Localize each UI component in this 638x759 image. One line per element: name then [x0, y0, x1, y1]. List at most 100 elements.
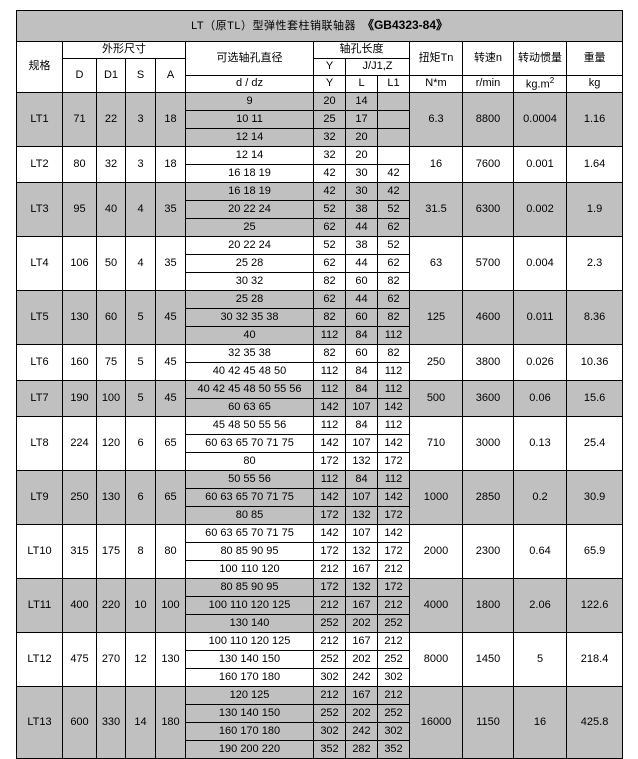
- table-header: LT（原TL）型弹性套柱销联轴器 《GB4323-84》 规格 外形尺寸 可选轴孔…: [15, 10, 624, 93]
- cell-d: 400: [62, 578, 97, 633]
- cell-bore-y: 32: [313, 146, 346, 165]
- table-row: LT4 106 50 4 35 20 22 24 52 38 52 63 5700 0.004 2.3: [16, 236, 624, 291]
- cell-torque: 710: [409, 416, 463, 471]
- cell-torque: 16000: [409, 686, 463, 759]
- cell-bore-diameter: 80 85: [185, 506, 314, 525]
- cell-s: 5: [125, 380, 156, 417]
- cell-bore-y: 25: [313, 110, 346, 129]
- cell-bore-l1: 142: [377, 524, 410, 543]
- cell-bore-y: 302: [313, 668, 346, 687]
- cell-a: 80: [155, 524, 186, 579]
- table-row: 60 63 65 142 107 142: [17, 398, 623, 417]
- cell-torque: 2000: [409, 524, 463, 579]
- cell-bore-l: 30: [345, 182, 378, 201]
- cell-model: LT6: [16, 344, 63, 381]
- cell-bore-l1: 302: [377, 668, 410, 687]
- cell-bore-l1: 252: [377, 650, 410, 669]
- cell-bore-diameter: 40: [185, 326, 314, 345]
- cell-bore-l: 14: [345, 92, 378, 111]
- cell-d1: 60: [96, 290, 126, 345]
- cell-a: 100: [155, 578, 186, 633]
- cell-torque: 500: [409, 380, 463, 417]
- cell-bore-diameter: 32 35 38: [185, 344, 314, 363]
- table-row: 100 110 120 125 212 167 212: [17, 596, 623, 615]
- cell-bore-l1: 172: [377, 578, 410, 597]
- cell-torque: 6.3: [409, 92, 463, 147]
- cell-model: LT10: [16, 524, 63, 579]
- cell-weight: 425.8: [565, 686, 624, 759]
- cell-model: LT2: [16, 146, 63, 183]
- cell-bore-y: 82: [313, 344, 346, 363]
- cell-bore-l1: [377, 128, 410, 147]
- cell-bore-l: 107: [345, 434, 378, 453]
- table-row: 100 110 120 212 167 212: [17, 560, 623, 579]
- cell-bore-y: 352: [313, 740, 346, 759]
- cell-bore-l: 84: [345, 362, 378, 381]
- cell-bore-diameter: 100 110 120: [185, 560, 314, 579]
- cell-bore-l1: 172: [377, 506, 410, 525]
- table-row: 60 63 65 70 71 75 142 107 142: [17, 488, 623, 507]
- cell-bore-y: 112: [313, 362, 346, 381]
- table-row: LT12 475 270 12 130 100 110 120 125 212 167 212 8…: [16, 632, 624, 687]
- header-bore-length-group: 轴孔长度: [313, 41, 410, 59]
- cell-bore-diameter: 100 110 120 125: [185, 596, 314, 615]
- inertia-unit-exponent: 2: [549, 75, 555, 85]
- table-row: 25 28 62 44 62: [17, 254, 623, 273]
- table-row: 80 85 90 95 172 132 172: [17, 542, 623, 561]
- header-d: D: [62, 58, 97, 93]
- cell-bore-l1: [377, 110, 410, 129]
- cell-torque: 125: [409, 290, 463, 345]
- cell-bore-l1: 172: [377, 452, 410, 471]
- cell-torque: 31.5: [409, 182, 463, 237]
- cell-bore-l: 132: [345, 578, 378, 597]
- cell-speed: 6300: [462, 182, 514, 237]
- cell-speed: 8800: [462, 92, 514, 147]
- cell-bore-diameter: 16 18 19: [185, 182, 314, 201]
- cell-bore-l: 132: [345, 506, 378, 525]
- cell-d: 600: [62, 686, 97, 759]
- cell-bore-y: 142: [313, 434, 346, 453]
- cell-bore-l1: 82: [377, 308, 410, 327]
- cell-bore-l1: 112: [377, 380, 410, 399]
- cell-inertia: 5: [513, 632, 567, 687]
- cell-bore-l1: 52: [377, 200, 410, 219]
- cell-weight: 1.9: [565, 182, 624, 237]
- cell-a: 130: [155, 632, 186, 687]
- table-body: LT1 71 22 3 18 9 20 14 6.3 8800 0.0004 1.16 10 11 25 1…: [16, 92, 624, 759]
- cell-bore-l1: 82: [377, 344, 410, 363]
- cell-model: LT3: [16, 182, 63, 237]
- cell-inertia: 0.004: [513, 236, 567, 291]
- cell-bore-l1: 252: [377, 614, 410, 633]
- cell-weight: 65.9: [565, 524, 624, 579]
- cell-a: 45: [155, 380, 186, 417]
- cell-d1: 22: [96, 92, 126, 147]
- cell-weight: 10.36: [565, 344, 624, 381]
- cell-d: 190: [62, 380, 97, 417]
- cell-inertia: 0.0004: [513, 92, 567, 147]
- cell-bore-l: 17: [345, 110, 378, 129]
- cell-speed: 1150: [462, 686, 514, 759]
- header-bore-l-unit: L: [345, 75, 378, 93]
- header-bore-y: Y: [313, 58, 346, 76]
- cell-bore-diameter: 80 85 90 95: [185, 542, 314, 561]
- cell-bore-l: 242: [345, 722, 378, 741]
- cell-s: 5: [125, 290, 156, 345]
- cell-inertia: 0.011: [513, 290, 567, 345]
- cell-bore-l: 167: [345, 560, 378, 579]
- cell-s: 3: [125, 92, 156, 147]
- cell-bore-l: 20: [345, 128, 378, 147]
- cell-speed: 7600: [462, 146, 514, 183]
- cell-bore-diameter: 120 125: [185, 686, 314, 705]
- cell-bore-l1: 112: [377, 362, 410, 381]
- cell-bore-y: 142: [313, 488, 346, 507]
- cell-a: 45: [155, 290, 186, 345]
- title-main: LT（原TL）型弹性套柱销联轴器: [191, 20, 356, 33]
- cell-bore-l1: 52: [377, 236, 410, 255]
- table-row: LT9 250 130 6 65 50 55 56 112 84 112 1000 2850 0.2 3…: [16, 470, 624, 525]
- table-row: 20 22 24 52 38 52: [17, 200, 623, 219]
- cell-s: 10: [125, 578, 156, 633]
- cell-bore-y: 20: [313, 92, 346, 111]
- cell-bore-y: 62: [313, 290, 346, 309]
- cell-bore-l: 84: [345, 380, 378, 399]
- cell-bore-diameter: 30 32 35 38: [185, 308, 314, 327]
